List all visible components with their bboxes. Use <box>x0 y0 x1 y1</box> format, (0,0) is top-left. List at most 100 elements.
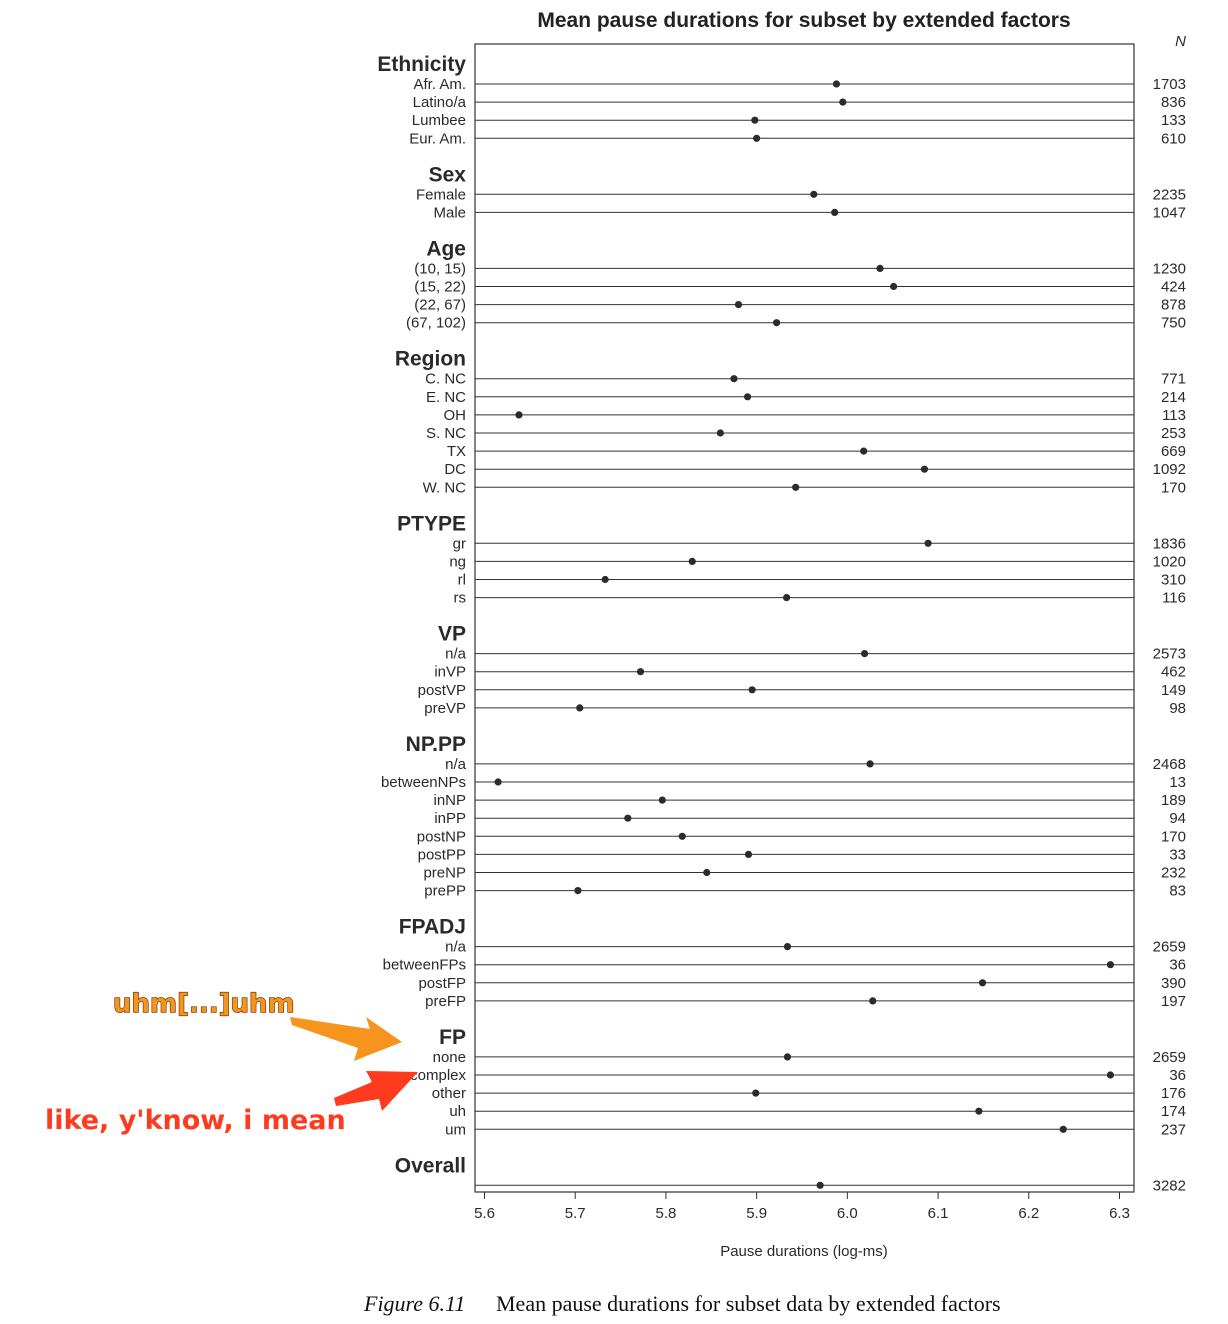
n-count: 2235 <box>1153 186 1186 203</box>
n-count: 214 <box>1161 389 1186 406</box>
data-point <box>866 760 874 768</box>
n-count: 253 <box>1161 425 1186 442</box>
level-label: DC <box>444 461 466 478</box>
data-point <box>734 301 743 309</box>
data-point <box>783 1053 792 1061</box>
n-count: 3282 <box>1153 1177 1186 1194</box>
data-point <box>783 943 792 951</box>
data-point <box>658 796 666 804</box>
n-count: 1836 <box>1153 535 1186 552</box>
n-count: 237 <box>1161 1121 1186 1138</box>
annotation-uhm: uhm[...]uhm <box>112 988 402 1061</box>
level-label: S. NC <box>426 425 466 442</box>
level-label: rs <box>454 590 467 607</box>
group-label: Sex <box>429 163 467 186</box>
data-point <box>920 465 929 473</box>
n-count: 36 <box>1169 1067 1186 1084</box>
n-count: 878 <box>1161 297 1186 314</box>
x-tick-label: 6.1 <box>928 1205 949 1222</box>
level-label: n/a <box>445 646 467 663</box>
level-label: postVP <box>418 682 466 699</box>
n-count: 836 <box>1161 94 1186 111</box>
data-point <box>890 282 898 291</box>
group-label: Region <box>395 348 466 371</box>
data-point <box>792 483 800 491</box>
level-label: (15, 22) <box>414 279 466 296</box>
level-label: inPP <box>434 810 466 827</box>
x-tick-label: 6.2 <box>1018 1205 1039 1222</box>
n-count: 2573 <box>1153 646 1186 663</box>
level-label: preNP <box>423 865 466 882</box>
annotation-uhm-label: uhm[...]uhm <box>113 989 295 1019</box>
level-label: um <box>445 1121 466 1138</box>
level-label: inVP <box>434 664 466 681</box>
caption-text: Mean pause durations for subset data by … <box>496 1291 1001 1316</box>
x-tick-label: 5.7 <box>565 1205 586 1222</box>
data-point <box>773 319 781 327</box>
level-label: Lumbee <box>412 112 466 129</box>
n-count: 13 <box>1169 774 1186 791</box>
group-label: PTYPE <box>397 512 466 535</box>
n-count: 94 <box>1169 810 1186 827</box>
data-point <box>688 557 696 566</box>
group-label: Overall <box>395 1154 466 1177</box>
level-label: Eur. Am. <box>409 130 466 147</box>
level-label: (10, 15) <box>414 260 466 277</box>
data-point <box>876 264 884 272</box>
red-arrow-icon <box>334 1071 418 1111</box>
x-tick-label: 5.6 <box>474 1205 495 1222</box>
annotation-like-label: like, y'know, i mean <box>45 1105 346 1136</box>
n-count: 189 <box>1161 792 1186 809</box>
x-tick-label: 5.9 <box>746 1205 767 1222</box>
n-count: 424 <box>1161 279 1186 296</box>
chart-title: Mean pause durations for subset by exten… <box>537 9 1070 32</box>
n-count: 232 <box>1161 865 1186 882</box>
n-count: 33 <box>1169 846 1186 863</box>
data-point <box>810 190 818 198</box>
annotation-like: like, y'know, i mean <box>45 1071 418 1136</box>
data-point <box>636 668 645 676</box>
level-label: n/a <box>445 939 467 956</box>
n-count: 2659 <box>1153 939 1186 956</box>
data-point <box>751 116 759 124</box>
data-point <box>860 447 868 455</box>
n-count: 610 <box>1161 130 1186 147</box>
data-point <box>924 539 932 547</box>
x-tick-label: 6.3 <box>1109 1205 1130 1222</box>
group-label: Ethnicity <box>377 53 466 76</box>
level-label: Female <box>416 186 466 203</box>
data-point <box>839 98 847 106</box>
n-count: 113 <box>1162 407 1186 424</box>
level-label: (22, 67) <box>414 297 466 314</box>
n-count: 98 <box>1169 700 1186 717</box>
level-label: betweenFPs <box>383 957 466 974</box>
level-label: Latino/a <box>413 94 467 111</box>
n-count: 176 <box>1161 1085 1186 1102</box>
data-point <box>832 80 841 88</box>
data-point <box>743 393 752 401</box>
data-point <box>816 1181 824 1189</box>
level-label: postNP <box>417 828 466 845</box>
data-point <box>515 411 523 419</box>
data-point <box>860 650 869 658</box>
n-count: 1703 <box>1153 76 1186 93</box>
data-point <box>748 686 756 694</box>
data-point <box>975 1107 983 1115</box>
level-label: gr <box>453 535 466 552</box>
level-label: W. NC <box>423 479 466 496</box>
data-point <box>601 575 609 584</box>
x-tick-label: 6.0 <box>837 1205 858 1222</box>
data-point <box>752 1089 760 1097</box>
n-count: 771 <box>1161 371 1186 388</box>
level-label: TX <box>447 443 466 460</box>
n-column-header: N <box>1175 33 1186 50</box>
n-count: 1230 <box>1153 260 1186 277</box>
group-label: VP <box>438 623 466 646</box>
n-count: 174 <box>1161 1103 1186 1120</box>
data-point <box>831 208 839 216</box>
data-point <box>678 832 686 840</box>
n-count: 36 <box>1169 957 1186 974</box>
x-axis: 5.6 5.7 5.8 5.9 6.0 6.1 6.2 6.3 <box>474 1192 1130 1222</box>
level-label: ng <box>449 553 466 570</box>
data-point <box>576 704 584 712</box>
